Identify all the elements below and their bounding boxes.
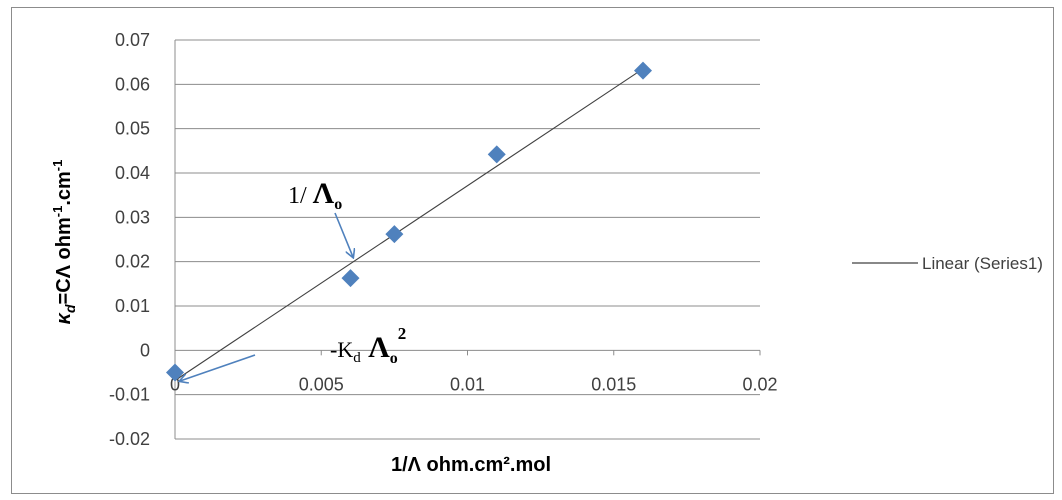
y-tick-label: 0.05 xyxy=(115,119,150,139)
x-tick-label: 0.005 xyxy=(299,374,344,394)
data-points xyxy=(166,62,652,382)
slope-annotation: 1/ Λo xyxy=(288,177,342,213)
x-tick-labels: 0 0.005 0.01 0.015 0.02 xyxy=(170,374,778,394)
y-tick-label: 0 xyxy=(140,340,150,360)
slope-arrow xyxy=(335,213,353,257)
y-tick-label: 0.06 xyxy=(115,74,150,94)
intercept-annotation: -Kd Λo2 xyxy=(330,324,406,367)
y-tick-label: -0.02 xyxy=(109,429,150,449)
data-point xyxy=(634,62,652,80)
y-tick-label: 0.03 xyxy=(115,207,150,227)
data-point xyxy=(488,145,506,163)
y-tick-label: -0.01 xyxy=(109,385,150,405)
trendline xyxy=(175,69,643,381)
y-tick-label: 0.04 xyxy=(115,163,150,183)
y-tick-label: 0.01 xyxy=(115,296,150,316)
y-tick-label: 0.02 xyxy=(115,252,150,272)
trendline-path xyxy=(175,69,643,381)
intercept-arrow xyxy=(180,355,255,381)
data-point xyxy=(385,225,403,243)
x-axis-label: 1/Λ ohm.cm².mol xyxy=(391,454,551,476)
x-tick-label: 0.015 xyxy=(591,374,636,394)
y-axis-label: κd=CΛ ohm-1.cm-1 xyxy=(50,160,78,325)
y-tick-labels: 0.07 0.06 0.05 0.04 0.03 0.02 0.01 0 -0.01 -0.02 xyxy=(109,30,150,449)
y-tick-label: 0.07 xyxy=(115,30,150,50)
legend-label: Linear (Series1) xyxy=(922,254,1043,273)
data-point xyxy=(342,269,360,287)
x-tick-label: 0.02 xyxy=(742,374,777,394)
data-point xyxy=(166,364,184,382)
x-tick-label: 0.01 xyxy=(450,374,485,394)
